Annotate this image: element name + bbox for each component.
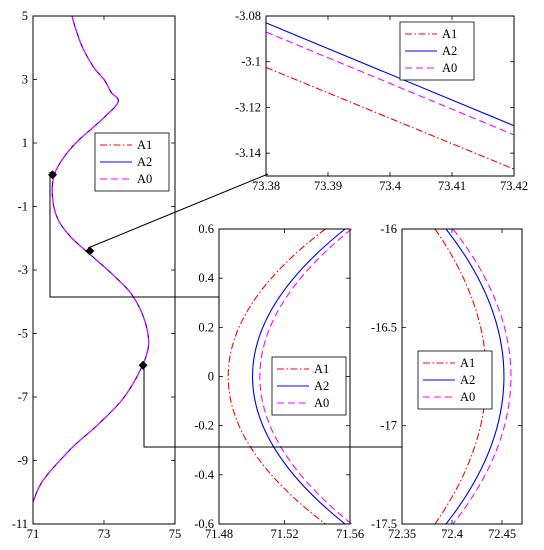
zoom-plot-left: 71.48 71.52 71.56 0.6 0.4 0.2 0 -0.2 -0.4 -0.6 A1 A… [194,222,364,541]
legend-label-a2: A2 [442,44,457,58]
y-tick-label: -0.4 [194,468,215,482]
y-tick-label: 5 [22,9,28,23]
plot-area [266,16,514,176]
series-line-a1 [265,66,515,170]
legend-label-a2: A2 [314,379,329,393]
series-line-a0 [265,31,515,136]
y-tick-label: 0.6 [198,222,214,236]
series-line-a2 [445,228,505,525]
zoom-marker-1 [85,246,95,256]
zoom-plot-right: 72.35 72.4 72.45 -16 -16.5 -17 -17.5 A1 A2 A0 [371,222,523,541]
axes-frame [401,228,523,525]
y-tick-label: -16.5 [371,320,397,334]
connector-lines [49,172,402,448]
legend-label-a2: A2 [137,155,152,169]
connector-line-2 [143,362,402,448]
axes-frame [265,15,515,177]
y-tick-label: 0 [208,370,214,384]
x-tick-label: 73.41 [438,179,466,193]
y-tick-label: -0.6 [194,517,214,531]
series-line-a0 [452,228,512,525]
legend-label-a1: A1 [460,356,475,370]
x-tick-label: 71.52 [270,527,298,541]
x-tick-label: 72.45 [488,527,516,541]
y-tick-label: 0.2 [198,320,214,334]
main-plot: 71 73 75 5 3 1 -1 -3 -5 -7 -9 -11 A1 A2 A0 [12,9,181,541]
y-tick-label: 3 [22,73,28,87]
x-tick-label: 73.38 [252,179,280,193]
zoom-marker-2 [138,360,148,370]
series-line-a0 [259,228,352,525]
y-tick-label: -3.08 [235,9,261,23]
x-tick-label: 71 [27,527,40,541]
legend-label-a0: A0 [442,61,457,75]
zoom-plot-top: 73.38 73.39 73.4 73.41 73.42 -3.08 -3.1 -3.12 -3… [235,9,528,193]
series-line-a1 [227,228,326,525]
y-tick-label: 1 [22,136,28,150]
y-tick-label: -3 [18,263,28,277]
series-line-a2 [265,22,515,127]
y-tick-label: -3.14 [235,146,262,160]
x-tick-label: 73.4 [379,179,402,193]
series-line-a2 [252,228,346,525]
legend-label-a0: A0 [137,172,152,186]
y-tick-label: 0.4 [198,271,214,285]
y-tick-label: -17.5 [371,517,397,531]
y-tick-label: -7 [18,390,28,404]
legend-label-a0: A0 [314,396,329,410]
y-tick-label: -11 [12,517,28,531]
y-tick-label: -0.2 [194,419,214,433]
legend-label-a1: A1 [137,138,152,152]
legend-label-a1: A1 [314,362,329,376]
x-tick-label: 71.48 [205,527,233,541]
x-tick-label: 73.42 [500,179,528,193]
x-tick-label: 72.4 [441,527,464,541]
axes-frame [32,15,176,525]
plot-area [33,16,175,524]
y-tick-label: -1 [18,200,28,214]
legend-label-a2: A2 [460,373,475,387]
x-tick-label: 71.56 [336,527,364,541]
connector-line-0 [87,173,269,249]
legend-label-a0: A0 [460,390,475,404]
x-tick-label: 73.39 [314,179,342,193]
x-tick-label: 72.35 [388,527,416,541]
y-tick-label: -17 [380,419,397,433]
y-tick-label: -3.12 [235,100,261,114]
y-tick-label: -9 [18,454,28,468]
axes-frame [218,228,351,525]
y-tick-label: -16 [380,222,397,236]
series-line-a0 [32,15,150,503]
connector-line-1 [49,172,219,298]
x-tick-label: 73 [98,527,111,541]
y-tick-label: -5 [18,327,28,341]
y-tick-label: -3.1 [241,55,261,69]
legend-label-a1: A1 [442,27,457,41]
x-tick-label: 75 [169,527,182,541]
